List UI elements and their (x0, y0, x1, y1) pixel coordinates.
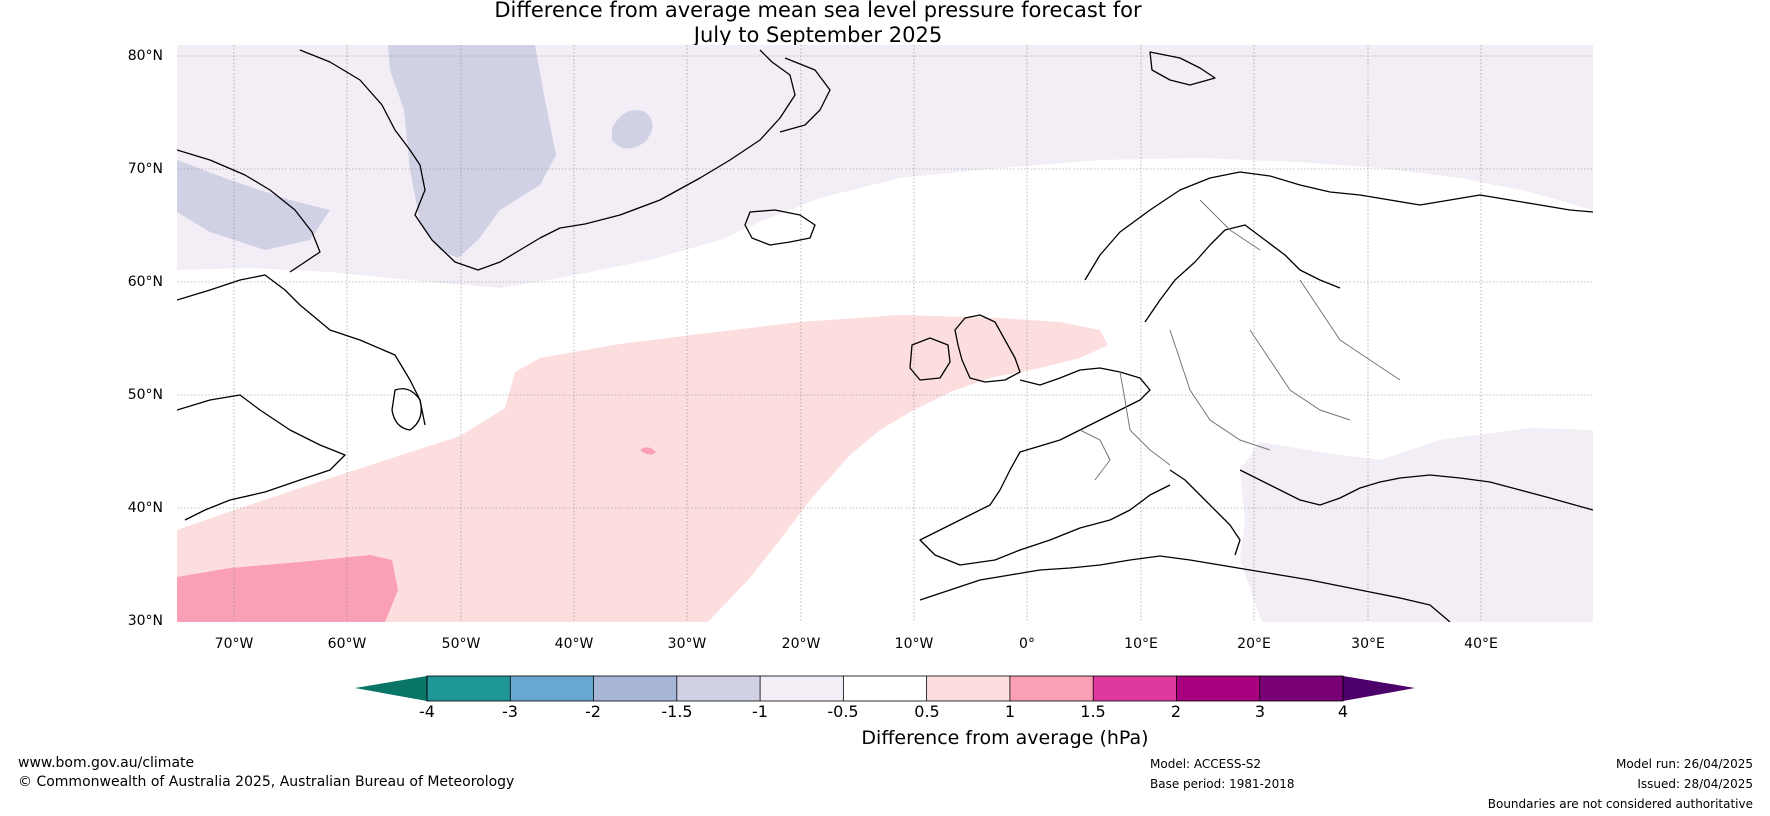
colorbar-label: 3 (1254, 702, 1266, 721)
footer-disclaimer: Boundaries are not considered authoritat… (1487, 797, 1753, 811)
coast-baltic (1144, 224, 1341, 323)
anomaly-area-minus-1-5-greenland (388, 45, 556, 258)
colorbar-segment (427, 676, 511, 701)
colorbar-label: 1.5 (1080, 702, 1106, 721)
coast-europe-west (919, 367, 1171, 566)
map-title: Difference from average mean sea level p… (0, 0, 1636, 48)
country-borders (1079, 199, 1401, 481)
colorbar-label: 2 (1170, 702, 1182, 721)
lon-label-10e: 10°E (1124, 636, 1158, 652)
colorbar-ticks (426, 676, 1344, 701)
lon-label-20e: 20°E (1237, 636, 1271, 652)
colorbar-label: -2 (585, 702, 601, 721)
coast-balkans-turkey (1239, 469, 1593, 511)
colorbar-segment (510, 676, 595, 701)
lon-label-50w: 50°W (441, 636, 481, 652)
footer-copyright: © Commonwealth of Australia 2025, Austra… (18, 774, 515, 790)
coast-newfoundland (391, 388, 422, 431)
lon-label-70w: 70°W (214, 636, 254, 652)
footer-issued: Issued: 28/04/2025 (1637, 777, 1753, 791)
lon-label-10w: 10°W (894, 636, 934, 652)
coast-gulf-stlawrence (177, 394, 346, 521)
coast-britain (954, 314, 1021, 383)
colorbar-segment (843, 676, 928, 701)
map-field (177, 45, 1593, 622)
colorbar-extend-low (355, 676, 427, 701)
colorbar-segment (1176, 676, 1261, 701)
colorbar-label: -1.5 (661, 702, 693, 721)
lat-label-50n: 50°N (127, 387, 163, 403)
coast-canada-north (177, 149, 321, 273)
coast-svalbard (1149, 51, 1216, 86)
colorbar-label: 1 (1004, 702, 1016, 721)
coast-iceland (744, 209, 816, 246)
lon-label-40e: 40°E (1464, 636, 1498, 652)
colorbar-extend-high (1343, 676, 1415, 701)
colorbar-segment (760, 676, 844, 701)
footer-url: www.bom.gov.au/climate (18, 755, 195, 771)
anomaly-area-minus-1-southeast (1240, 428, 1593, 622)
footer-model-run: Model run: 26/04/2025 (1615, 757, 1753, 771)
coast-italy (1169, 469, 1241, 556)
lon-label-0: 0° (1019, 636, 1035, 652)
colorbar-label: -0.5 (827, 702, 859, 721)
colorbar-title: Difference from average (hPa) (861, 727, 1149, 749)
anomaly-area-plus-1 (177, 555, 398, 622)
anomaly-area-minus-1-5-canada (177, 160, 330, 250)
colorbar-segment (1093, 676, 1177, 701)
graticule (177, 45, 1593, 622)
colorbar-label: 4 (1337, 702, 1349, 721)
coast-scandinavia (1084, 171, 1593, 281)
colorbar-segments (427, 676, 1344, 701)
colorbar (355, 675, 1415, 702)
anomaly-area-plus-1-small (640, 447, 656, 455)
colorbar-label: 0.5 (914, 702, 940, 721)
coastlines (177, 49, 1593, 622)
lon-label-40w: 40°W (554, 636, 594, 652)
footer-model: Model: ACCESS-S2 (1150, 757, 1262, 771)
lon-label-60w: 60°W (327, 636, 367, 652)
title-line-2: July to September 2025 (693, 23, 943, 47)
colorbar-segment (1009, 676, 1094, 701)
lat-label-30n: 30°N (127, 613, 163, 629)
coast-greenland-north (779, 57, 831, 133)
lat-label-60n: 60°N (127, 274, 163, 290)
lon-label-30e: 30°E (1351, 636, 1385, 652)
coast-greenland (299, 49, 796, 271)
colorbar-label: -4 (419, 702, 435, 721)
title-line-1: Difference from average mean sea level p… (494, 0, 1142, 22)
anomaly-area-plus-0-5 (177, 315, 1108, 622)
footer-base-period: Base period: 1981-2018 (1150, 777, 1295, 791)
colorbar-segment (676, 676, 761, 701)
lon-label-30w: 30°W (667, 636, 707, 652)
colorbar-label: -3 (502, 702, 518, 721)
colorbar-segment (593, 676, 678, 701)
coast-ireland (909, 337, 951, 381)
colorbar-label: -1 (752, 702, 768, 721)
anomaly-area-minus-1-5-small (612, 110, 653, 149)
lat-label-80n: 80°N (127, 48, 163, 64)
lon-label-20w: 20°W (781, 636, 821, 652)
colorbar-segment (1259, 676, 1344, 701)
coast-north-africa (919, 555, 1451, 622)
lat-label-40n: 40°N (127, 500, 163, 516)
lat-label-70n: 70°N (127, 161, 163, 177)
coast-labrador (177, 274, 426, 426)
colorbar-segment (926, 676, 1011, 701)
